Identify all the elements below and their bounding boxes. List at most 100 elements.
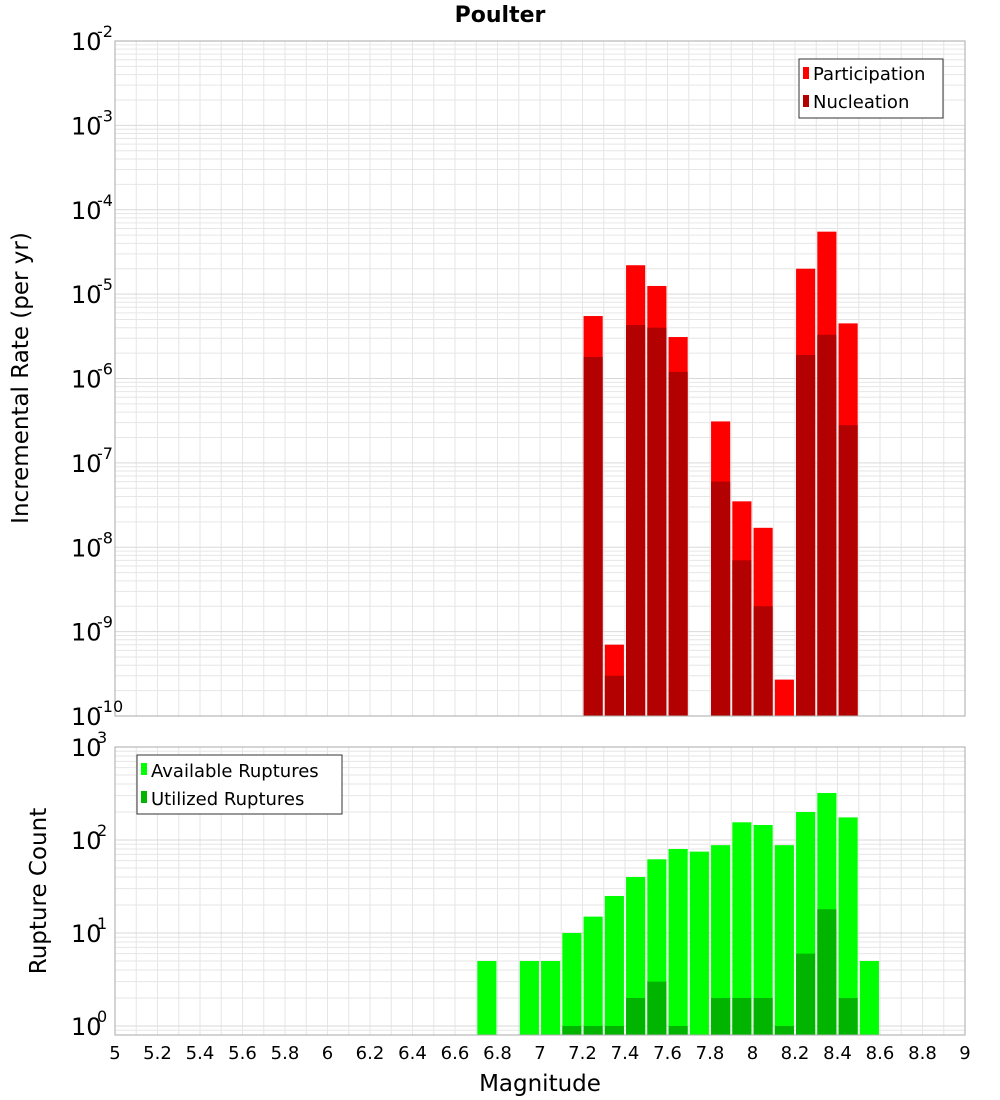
x-tick-label: 8.2 xyxy=(781,1043,810,1064)
rate-legend: Participation Nucleation xyxy=(798,58,944,119)
count-bar-inner xyxy=(626,997,646,1035)
count-bar-inner xyxy=(562,1025,582,1035)
x-tick-label: 5.4 xyxy=(186,1043,215,1064)
chart-title: Poulter xyxy=(455,3,546,28)
count-bar-inner xyxy=(753,997,773,1035)
x-tick-label: 5 xyxy=(109,1043,120,1064)
count-y-tick-base: 10 xyxy=(71,920,102,948)
x-tick-label: 8 xyxy=(747,1043,758,1064)
count-legend: Available Ruptures Utilized Ruptures xyxy=(136,754,343,815)
count-plot-frame xyxy=(114,746,966,1036)
legend-label-participation: Participation xyxy=(813,64,925,85)
rate-bar-inner xyxy=(711,481,731,716)
count-bar-inner xyxy=(583,1025,603,1035)
x-tick-label: 7.6 xyxy=(653,1043,682,1064)
count-bar-outer xyxy=(689,851,709,1035)
count-bar-inner xyxy=(838,997,858,1035)
rate-bar-outer xyxy=(774,679,794,716)
rate-y-tick-exp: -3 xyxy=(97,106,113,125)
rate-bar-inner xyxy=(838,425,858,716)
count-bar-inner xyxy=(604,1025,624,1035)
rate-y-tick-base: 10 xyxy=(71,197,102,225)
rate-plot-grid xyxy=(115,41,965,716)
rate-bar-inner xyxy=(753,606,773,716)
rate-y-tick-base: 10 xyxy=(71,534,102,562)
x-tick-labels: 5 5.2 5.4 5.6 5.8 6 6.2 6.4 6.6 6.8 7 7.2 7.4 7.6 7.8 8… xyxy=(109,1043,970,1064)
rate-y-tick-exp: -10 xyxy=(97,697,123,716)
x-tick-label: 6 xyxy=(322,1043,333,1064)
x-tick-label: 8.6 xyxy=(866,1043,895,1064)
count-bar-inner xyxy=(647,981,667,1035)
legend-swatch-participation xyxy=(803,67,809,79)
count-bar-outer xyxy=(541,960,561,1035)
count-y-tick-exp: 0 xyxy=(97,1007,107,1026)
x-tick-label: 7.2 xyxy=(568,1043,597,1064)
legend-label-nucleation: Nucleation xyxy=(813,92,909,113)
count-bar-outer xyxy=(604,895,624,1035)
count-y-tick-exp: 3 xyxy=(97,728,107,747)
count-bar-outer xyxy=(711,845,731,1035)
rate-y-tick-exp: -9 xyxy=(97,613,113,632)
rate-legend-box xyxy=(798,58,944,119)
rate-plot-bars xyxy=(583,231,858,716)
rate-bar-inner xyxy=(604,675,624,716)
count-bar-outer xyxy=(838,817,858,1035)
rate-bar-inner xyxy=(817,334,837,716)
count-bar-inner xyxy=(817,909,837,1035)
rate-y-tick-base: 10 xyxy=(71,281,102,309)
rate-bar-inner xyxy=(668,371,688,716)
legend-swatch-available xyxy=(141,763,147,775)
count-bar-outer xyxy=(732,822,752,1035)
rate-bar-inner xyxy=(796,354,816,716)
count-bar-outer xyxy=(774,845,794,1035)
rate-y-tick-base: 10 xyxy=(71,366,102,394)
rate-bar-inner xyxy=(626,325,646,716)
count-y-tick-base: 10 xyxy=(71,734,102,762)
rate-y-tick-exp: -2 xyxy=(97,22,113,41)
count-bar-inner xyxy=(796,953,816,1035)
x-tick-label: 5.6 xyxy=(228,1043,257,1064)
count-bar-outer xyxy=(626,877,646,1035)
count-bar-outer xyxy=(477,960,497,1035)
count-y-tick-exp: 1 xyxy=(97,914,107,933)
legend-swatch-nucleation xyxy=(803,95,809,107)
count-bar-outer xyxy=(753,824,773,1035)
count-bar-outer xyxy=(583,916,603,1035)
legend-swatch-utilized xyxy=(141,791,147,803)
x-tick-label: 9 xyxy=(959,1043,970,1064)
rate-bar-inner xyxy=(732,560,752,716)
rate-y-axis-label: Incremental Rate (per yr) xyxy=(8,232,34,524)
count-y-tick-exp: 2 xyxy=(97,821,107,840)
x-tick-label: 8.4 xyxy=(823,1043,852,1064)
rate-bar-inner xyxy=(647,327,667,716)
x-axis-label: Magnitude xyxy=(479,1071,601,1097)
x-tick-label: 6.8 xyxy=(483,1043,512,1064)
rate-y-tick-exp: -4 xyxy=(97,191,113,210)
x-tick-label: 7.8 xyxy=(696,1043,725,1064)
x-tick-label: 5.2 xyxy=(143,1043,172,1064)
rate-y-tick-base: 10 xyxy=(71,28,102,56)
legend-label-available: Available Ruptures xyxy=(151,761,319,782)
rate-y-tick-base: 10 xyxy=(71,619,102,647)
count-bar-outer xyxy=(668,849,688,1035)
x-tick-label: 6.6 xyxy=(441,1043,470,1064)
count-bar-outer xyxy=(562,932,582,1035)
rate-y-tick-exp: -5 xyxy=(97,275,113,294)
x-tick-label: 5.8 xyxy=(271,1043,300,1064)
count-plot-bars xyxy=(477,793,879,1035)
rate-bar-inner xyxy=(583,356,603,716)
x-tick-label: 7.4 xyxy=(611,1043,640,1064)
x-tick-label: 6.2 xyxy=(356,1043,385,1064)
x-tick-label: 6.4 xyxy=(398,1043,427,1064)
count-bar-inner xyxy=(732,997,752,1035)
rate-y-tick-base: 10 xyxy=(71,112,102,140)
count-bar-inner xyxy=(668,1025,688,1035)
count-y-tick-base: 10 xyxy=(71,827,102,855)
rate-y-tick-exp: -7 xyxy=(97,444,113,463)
rate-y-tick-exp: -6 xyxy=(97,360,113,379)
x-tick-label: 8.8 xyxy=(908,1043,937,1064)
